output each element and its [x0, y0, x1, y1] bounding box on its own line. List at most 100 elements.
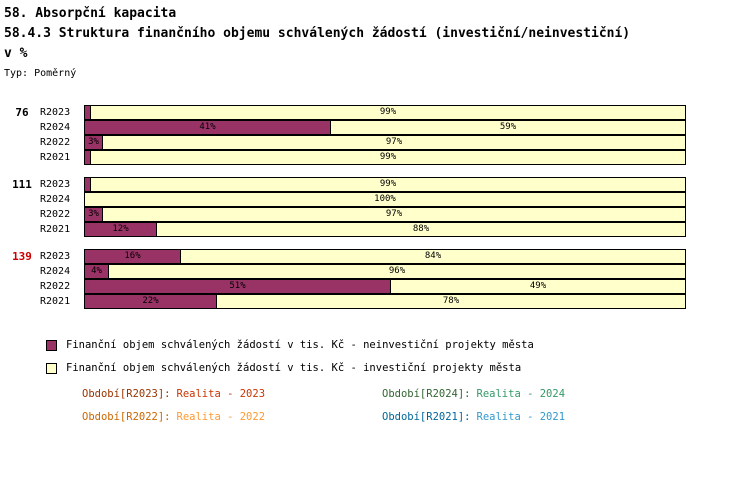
period-footnote: Období[R2022]: Realita - 2022 — [82, 411, 382, 423]
bar-segment-neinvesticni — [85, 178, 91, 191]
bar-value-label: 22% — [142, 296, 159, 306]
legend-label: Finanční objem schválených žádostí v tis… — [66, 339, 534, 351]
bar-segment-neinvesticni: 41% — [85, 121, 331, 134]
period-axis-label: R2024 — [40, 122, 71, 133]
bar-segment-investicni: 99% — [91, 106, 685, 119]
group-count-label: 139 — [12, 250, 32, 263]
bar-segment-neinvesticni — [85, 106, 91, 119]
bar-row: R2024 41% 59% — [4, 120, 750, 135]
legend-swatch — [46, 362, 57, 374]
bar-track: 51% 49% — [84, 279, 686, 294]
group-count-label: 111 — [12, 178, 32, 191]
legend-item: Finanční objem schválených žádostí v tis… — [46, 362, 750, 374]
period-footnote-key: Období[R2023]: — [82, 388, 171, 400]
period-footnote-value: Realita - 2023 — [176, 388, 266, 400]
bar-group-76: 76 R2023 99% R2024 41% 59% R2022 3% 97% R2021 99% — [4, 105, 750, 165]
bar-row: R2022 3% 97% — [4, 135, 750, 150]
period-axis-label: R2021 — [40, 152, 71, 163]
bar-segment-investicni: 99% — [91, 178, 685, 191]
bar-segment-neinvesticni: 3% — [85, 208, 103, 221]
period-footnotes: Období[R2023]: Realita - 2023 Období[R2024… — [82, 388, 750, 423]
bar-group-139: 139 R2023 16% 84% R2024 4% 96% R2022 51% 49% R2021… — [4, 249, 750, 309]
bar-value-label: 99% — [379, 179, 397, 189]
bar-segment-investicni: 49% — [391, 280, 685, 293]
bar-value-label: 97% — [385, 209, 403, 219]
period-axis-label: R2024 — [40, 194, 71, 205]
bar-value-label: 96% — [388, 266, 406, 276]
bar-segment-neinvesticni: 4% — [85, 265, 109, 278]
period-axis-label: R2021 — [40, 296, 71, 307]
bar-row: R2021 12% 88% — [4, 222, 750, 237]
bar-row: R2024 100% — [4, 192, 750, 207]
bar-track: 3% 97% — [84, 207, 686, 222]
bar-segment-neinvesticni — [85, 151, 91, 164]
bar-track: 22% 78% — [84, 294, 686, 309]
period-axis-label: R2022 — [40, 281, 71, 292]
legend-label: Finanční objem schválených žádostí v tis… — [66, 362, 522, 374]
bar-segment-neinvesticni: 51% — [85, 280, 391, 293]
bar-track: 41% 59% — [84, 120, 686, 135]
period-footnote: Období[R2023]: Realita - 2023 — [82, 388, 382, 400]
period-axis-label: R2022 — [40, 209, 71, 220]
bar-segment-neinvesticni: 12% — [85, 223, 157, 236]
bar-value-label: 3% — [88, 209, 99, 219]
chart-legend: Finanční objem schválených žádostí v tis… — [46, 339, 750, 374]
bar-value-label: 99% — [379, 152, 397, 162]
period-axis-label: R2023 — [40, 179, 71, 190]
bar-segment-neinvesticni: 16% — [85, 250, 181, 263]
chart-title-line-3: v % — [4, 46, 28, 61]
bar-segment-investicni: 99% — [91, 151, 685, 164]
bar-segment-investicni: 88% — [157, 223, 685, 236]
bar-value-label: 78% — [442, 296, 460, 306]
bar-segment-investicni: 97% — [103, 208, 685, 221]
bar-segment-investicni: 59% — [331, 121, 685, 134]
bar-value-label: 41% — [199, 122, 216, 132]
bar-segment-neinvesticni: 3% — [85, 136, 103, 149]
bar-group-111: 111 R2023 99% R2024 100% R2022 3% 97% R2021 12% 88… — [4, 177, 750, 237]
group-count-label: 76 — [15, 106, 29, 119]
bar-value-label: 3% — [88, 137, 99, 147]
bar-row: R2021 99% — [4, 150, 750, 165]
bar-segment-investicni: 78% — [217, 295, 685, 308]
bar-row: 76 R2023 99% — [4, 105, 750, 120]
bar-value-label: 84% — [424, 251, 442, 261]
period-footnote-value: Realita - 2024 — [476, 388, 566, 400]
bar-value-label: 12% — [112, 224, 129, 234]
bar-row: 139 R2023 16% 84% — [4, 249, 750, 264]
period-footnote-value: Realita - 2021 — [476, 411, 566, 423]
period-footnote-value: Realita - 2022 — [176, 411, 266, 423]
period-axis-label: R2021 — [40, 224, 71, 235]
period-footnote: Období[R2024]: Realita - 2024 — [382, 388, 682, 400]
bar-track: 99% — [84, 105, 686, 120]
period-footnote: Období[R2021]: Realita - 2021 — [382, 411, 682, 423]
bar-track: 4% 96% — [84, 264, 686, 279]
bar-row: R2024 4% 96% — [4, 264, 750, 279]
bar-track: 12% 88% — [84, 222, 686, 237]
bar-row: R2021 22% 78% — [4, 294, 750, 309]
bar-segment-investicni: 96% — [109, 265, 685, 278]
period-axis-label: R2023 — [40, 251, 71, 262]
bar-track: 100% — [84, 192, 686, 207]
period-footnote-key: Období[R2022]: — [82, 411, 171, 423]
bar-row: R2022 51% 49% — [4, 279, 750, 294]
bar-value-label: 59% — [499, 122, 517, 132]
legend-item: Finanční objem schválených žádostí v tis… — [46, 339, 750, 351]
bar-segment-neinvesticni: 22% — [85, 295, 217, 308]
bar-value-label: 16% — [124, 251, 141, 261]
bar-row: 111 R2023 99% — [4, 177, 750, 192]
bar-value-label: 51% — [229, 281, 246, 291]
bar-value-label: 99% — [379, 107, 397, 117]
period-axis-label: R2024 — [40, 266, 71, 277]
bar-track: 16% 84% — [84, 249, 686, 264]
bar-value-label: 4% — [91, 266, 102, 276]
bar-track: 3% 97% — [84, 135, 686, 150]
chart-title-line-1: 58. Absorpční kapacita — [4, 6, 177, 21]
bar-segment-investicni: 100% — [85, 193, 685, 206]
bar-track: 99% — [84, 150, 686, 165]
bar-segment-investicni: 97% — [103, 136, 685, 149]
chart-title-line-2: 58.4.3 Struktura finančního objemu schvá… — [4, 26, 631, 41]
period-footnote-key: Období[R2021]: — [382, 411, 471, 423]
chart-type-label: Typ: Poměrný — [4, 68, 77, 79]
period-axis-label: R2023 — [40, 107, 71, 118]
